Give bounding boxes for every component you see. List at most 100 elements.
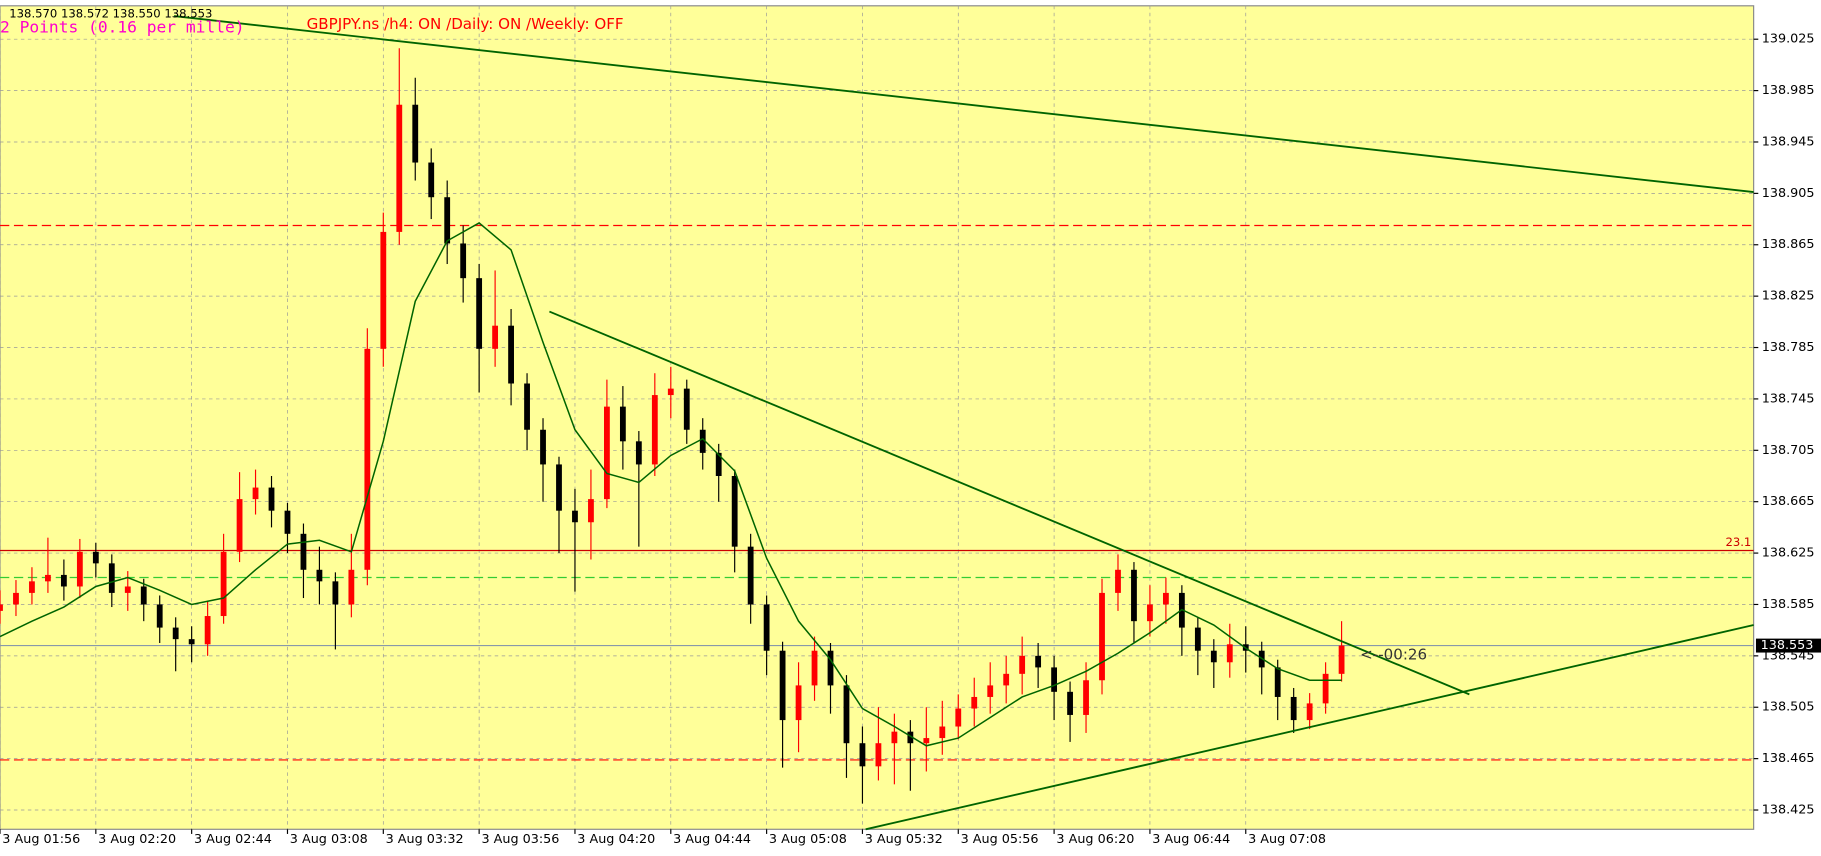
candle-body [348,569,355,605]
candle-body [1067,691,1073,715]
candle-body [45,574,51,582]
x-tick-label: 3 Aug 05:56 [961,832,1039,847]
candle-body [763,604,770,651]
candle-body [29,581,35,593]
x-tick-label: 3 Aug 06:20 [1056,832,1134,847]
x-tick-label: 3 Aug 03:08 [290,832,368,847]
trendline [549,310,1470,696]
candle-body [204,616,211,645]
ohlc-label: 138.570 138.572 138.550 138.553 [9,6,212,20]
candle-body [1162,592,1169,605]
candle-body [92,551,99,564]
y-tick-label: 138.945 [1762,134,1815,149]
candle-body [492,325,499,349]
candle-body [923,738,930,744]
candle-body [651,395,658,465]
candle-body [76,551,83,587]
candle-body [396,104,403,232]
y-tick-label: 138.465 [1762,751,1815,766]
x-tick-label: 3 Aug 05:08 [769,832,847,847]
x-tick-label: 3 Aug 04:20 [577,832,655,847]
y-tick-label: 138.745 [1762,391,1815,406]
candle-body [172,627,179,640]
candle-body [859,743,866,767]
candle-body [939,726,946,739]
candle-body [635,441,642,465]
candle-body [955,708,962,727]
x-tick-label: 3 Aug 04:44 [673,832,751,847]
candle-body [827,650,834,686]
candle-body [476,278,483,349]
y-tick-label: 138.705 [1762,443,1815,458]
candle-body [524,383,530,430]
candle-body [1210,650,1217,663]
candle-body [444,197,451,244]
x-tick-label: 3 Aug 06:44 [1152,832,1230,847]
y-tick-label: 138.665 [1762,494,1815,509]
candle-body [987,685,994,697]
y-tick-label: 138.985 [1762,83,1815,98]
candle-body [604,406,610,500]
y-tick-label: 138.625 [1762,546,1815,561]
candle-body [268,487,275,511]
candle-body [971,696,978,709]
candle-body [683,388,690,430]
candle-body [284,510,291,534]
candle-body [428,162,435,198]
candle-body [699,429,706,453]
x-tick-label: 3 Aug 05:32 [865,832,943,847]
candle-body [460,243,467,279]
price-tag-label: 138.553 [1761,638,1814,653]
candle-body [1338,645,1345,674]
candle-body [252,487,259,500]
candle-body [731,475,738,547]
candle-body [1226,644,1233,663]
candle-body [1290,696,1297,721]
candle-body [1083,680,1089,715]
trendline [173,15,1754,194]
y-tick-label: 138.505 [1762,700,1815,715]
candle-body [619,406,626,442]
countdown: <--00:26 [1360,645,1427,663]
plot-area [0,5,1755,830]
y-tick-label: 138.825 [1762,289,1815,304]
candle-body [1306,703,1313,721]
candle-body [0,604,3,611]
candle-body [188,639,195,645]
candle-body [1115,569,1121,593]
x-tick-label: 3 Aug 03:32 [386,832,464,847]
candle-body [747,546,754,605]
candle-body [875,743,882,767]
info-label: 2 Points (0.16 per mille) [0,17,245,36]
candle-body [1019,655,1026,674]
candle-body [795,685,802,721]
candle-body [1003,673,1010,686]
candle-body [667,388,674,396]
candle-body [220,551,227,617]
candle-body [13,592,19,605]
candle-body [1274,667,1281,697]
candle-body [540,429,546,465]
candle-body [380,231,387,349]
marks [0,15,1754,831]
candle-body [1131,569,1137,622]
candle-body [1322,673,1329,704]
candle-body [1035,655,1042,668]
chart-title: GBPJPY.ns /h4: ON /Daily: ON /Weekly: OF… [307,15,624,33]
candle-body [1099,592,1105,681]
candle-body [572,510,578,523]
candle-body [1147,604,1153,622]
candle-body [140,586,147,605]
candle-body [300,533,307,570]
price-tag [1755,638,1821,653]
y-tick-label: 138.425 [1762,803,1815,818]
candle-body [779,650,786,721]
x-tick-label: 3 Aug 07:08 [1248,832,1326,847]
y-tick-label: 138.905 [1762,186,1815,201]
candle-body [124,586,131,593]
candle-body [60,574,67,587]
x-tick-label: 3 Aug 01:56 [2,832,80,847]
candle-body [332,581,339,605]
candle-body [556,464,562,511]
